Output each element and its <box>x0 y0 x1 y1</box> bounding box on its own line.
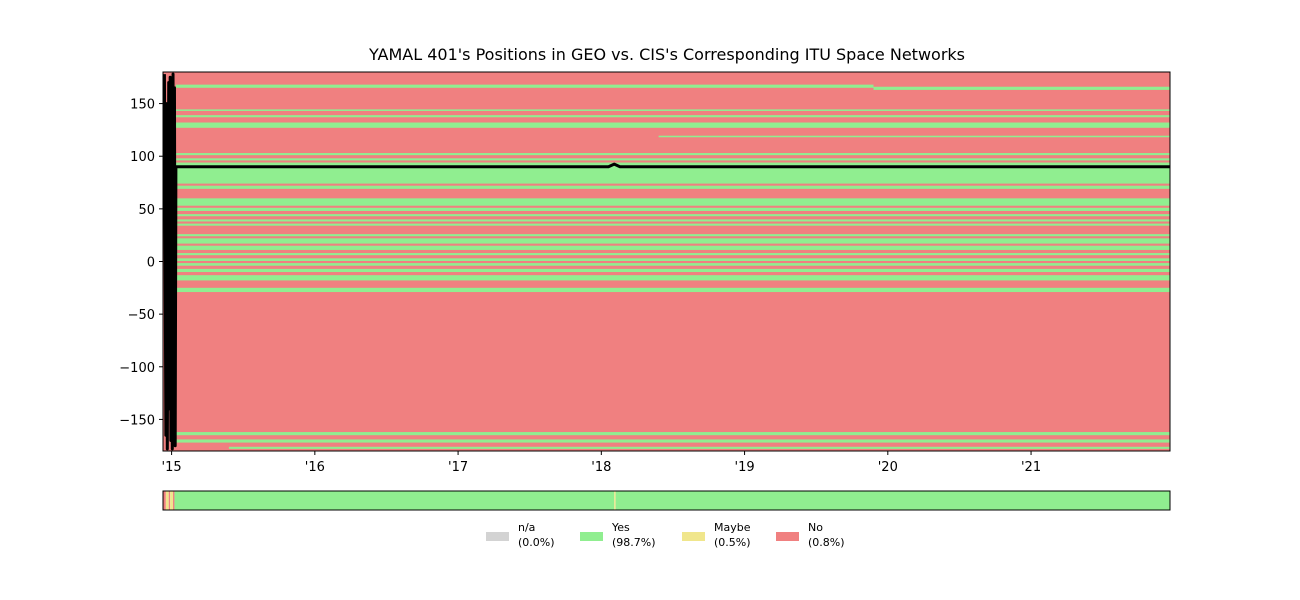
status-strip-segment-maybe <box>165 491 169 510</box>
legend-swatch-n-a <box>486 532 509 541</box>
y-tick-label: −50 <box>128 308 155 323</box>
y-tick-label: −150 <box>119 413 155 428</box>
status-strip-segment-no <box>163 491 166 510</box>
legend-label-maybe: Maybe <box>714 521 751 534</box>
status-strip-segment-no <box>173 491 175 510</box>
legend-swatch-maybe <box>682 532 705 541</box>
x-tick-label: '21 <box>1021 460 1041 475</box>
legend-pct-yes: (98.7%) <box>612 536 656 549</box>
status-background-no <box>163 72 1170 451</box>
x-tick-label: '16 <box>305 460 325 475</box>
status-band-yes <box>175 214 1170 217</box>
status-band-yes <box>175 287 1170 293</box>
status-strip-frame <box>162 490 1171 511</box>
legend-pct-maybe: (0.5%) <box>714 536 751 549</box>
status-strip-segment-yes <box>615 491 1170 510</box>
x-tick-label: '15 <box>162 460 182 475</box>
status-band-yes <box>175 219 1170 222</box>
status-band-yes <box>873 86 1170 90</box>
status-strip <box>162 490 1171 511</box>
legend-swatch-no <box>776 532 799 541</box>
y-tick-label: 50 <box>138 203 155 218</box>
x-tick-label: '17 <box>448 460 468 475</box>
status-band-yes <box>175 245 1170 250</box>
x-tick-label: '20 <box>878 460 898 475</box>
y-tick-label: −100 <box>119 361 155 376</box>
x-axis: '15 '16 '17 '18 '19 '20 '21 <box>162 451 1041 475</box>
chart-title: YAMAL 401's Positions in GEO vs. CIS's C… <box>368 45 965 64</box>
status-band-yes <box>175 263 1170 266</box>
x-tick-label: '18 <box>591 460 611 475</box>
status-strip-segment-maybe <box>170 491 174 510</box>
status-band-yes <box>175 275 1170 281</box>
status-band-yes <box>175 432 1170 436</box>
y-tick-label: 150 <box>130 98 155 113</box>
legend-label-no: No <box>808 521 823 534</box>
main-plot-area <box>162 71 1171 452</box>
y-tick-label: 0 <box>147 256 155 271</box>
status-band-yes <box>175 268 1170 273</box>
status-band-yes <box>175 258 1170 261</box>
y-tick-label: 100 <box>130 150 155 165</box>
position-series-line <box>162 72 1170 451</box>
status-band-yes <box>175 109 1170 111</box>
status-band-yes <box>175 238 1170 244</box>
y-axis: 150 100 50 0 −50 −100 −150 <box>119 98 163 428</box>
status-band-yes <box>175 84 874 88</box>
status-band-yes <box>175 122 1170 128</box>
status-band-yes <box>175 234 1170 237</box>
status-strip-segment-yes <box>174 491 615 510</box>
plot-content <box>162 72 1170 451</box>
status-band-yes <box>175 198 1170 206</box>
legend: n/a (0.0%) Yes (98.7%) Maybe (0.5%) No (0.8%) <box>486 521 845 549</box>
legend-label-n-a: n/a <box>518 521 535 534</box>
status-band-yes <box>228 446 1170 449</box>
status-band-yes <box>175 158 1170 161</box>
status-band-yes <box>175 115 1170 118</box>
status-band-yes <box>175 439 1170 443</box>
x-tick-label: '19 <box>735 460 755 475</box>
status-strip-content <box>163 491 1170 510</box>
status-strip-segment-maybe <box>614 491 616 510</box>
legend-swatch-yes <box>580 532 603 541</box>
status-band-yes <box>175 185 1170 189</box>
legend-pct-n-a: (0.0%) <box>518 536 555 549</box>
status-band-yes <box>175 153 1170 156</box>
status-band-yes <box>175 253 1170 256</box>
status-band-yes <box>658 135 1170 138</box>
status-strip-segment-no <box>168 491 171 510</box>
legend-pct-no: (0.8%) <box>808 536 845 549</box>
status-band-yes <box>175 207 1170 211</box>
legend-label-yes: Yes <box>611 521 630 534</box>
status-band-yes <box>175 223 1170 226</box>
